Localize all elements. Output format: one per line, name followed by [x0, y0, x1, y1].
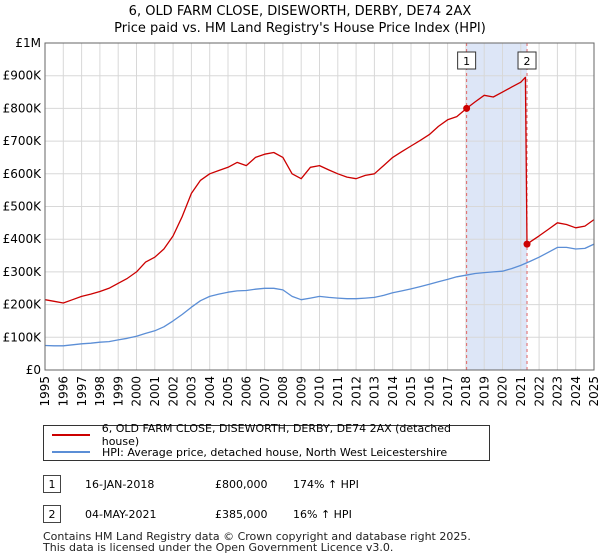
x-tick-label: 2018 [459, 376, 473, 407]
y-tick-label: £1M [15, 36, 41, 50]
sale-point [463, 104, 471, 112]
x-tick-label: 2009 [294, 376, 308, 407]
y-tick-label: £900K [3, 69, 43, 83]
legend-swatch-hpi [52, 451, 90, 453]
footer-line-copyright: Contains HM Land Registry data © Crown c… [43, 530, 471, 543]
x-tick-label: 2002 [166, 376, 180, 407]
x-tick-label: 2023 [551, 376, 565, 407]
x-tick-label: 2000 [130, 376, 144, 407]
legend-label-property: 6, OLD FARM CLOSE, DISEWORTH, DERBY, DE7… [101, 422, 452, 448]
y-axis-ticks: £0 £100K £200K £300K £400K £500K £600K £700K £80… [3, 36, 43, 377]
x-tick-label: 2017 [441, 376, 455, 407]
price-chart: 6, OLD FARM CLOSE, DISEWORTH, DERBY, DE7… [3, 4, 600, 407]
y-tick-label: £0 [26, 363, 41, 377]
y-tick-label: £400K [3, 232, 43, 246]
x-tick-label: 2005 [221, 376, 235, 407]
sale-hpi-change: 16% ↑ HPI [293, 508, 352, 521]
footer: Contains HM Land Registry data © Crown c… [43, 531, 471, 553]
x-tick-label: 2022 [532, 376, 546, 407]
x-tick-label: 2006 [240, 376, 254, 407]
x-tick-label: 2019 [477, 376, 491, 407]
y-tick-label: £700K [3, 134, 43, 148]
series-lines [44, 76, 595, 347]
series-line-property [44, 76, 595, 304]
x-tick-label: 1997 [75, 376, 89, 407]
x-tick-label: 2008 [276, 376, 290, 407]
x-axis-ticks: 1995 1996 1997 1998 1999 2000 2001 2002 2003 2004… [38, 376, 600, 407]
x-tick-label: 2021 [514, 376, 528, 407]
chart-title: 6, OLD FARM CLOSE, DISEWORTH, DERBY, DE7… [129, 4, 472, 19]
plot-frame [44, 42, 595, 371]
x-tick-label: 2007 [258, 376, 272, 407]
x-tick-label: 1996 [57, 376, 71, 407]
sale-marker-label: 2 [524, 55, 531, 68]
y-tick-label: £800K [3, 101, 43, 115]
y-tick-label: £300K [3, 265, 43, 279]
sale-marker-box [517, 51, 537, 70]
sale-hpi-change: 174% ↑ HPI [293, 478, 359, 491]
sale-badge: 1 [43, 475, 61, 493]
y-tick-label: £200K [3, 298, 43, 312]
y-tick-label: £500K [3, 200, 43, 214]
legend-item-property: 6, OLD FARM CLOSE, DISEWORTH, DERBY, DE7… [52, 422, 489, 448]
x-tick-label: 2024 [569, 376, 583, 407]
x-tick-label: 2020 [496, 376, 510, 407]
x-tick-label: 1998 [93, 376, 107, 407]
legend: 6, OLD FARM CLOSE, DISEWORTH, DERBY, DE7… [43, 422, 490, 461]
sale-date: 16-JAN-2018 [85, 478, 155, 491]
x-tick-label: 2016 [423, 376, 437, 407]
sale-price: £800,000 [215, 478, 268, 491]
sale-marker-box [457, 51, 477, 70]
y-tick-label: £100K [3, 330, 43, 344]
sale-point [523, 240, 531, 248]
sale-row: 1 16-JAN-2018 £800,000 174% ↑ HPI [43, 475, 403, 495]
x-tick-label: 2003 [185, 376, 199, 407]
legend-swatch-property [52, 434, 90, 436]
y-tick-label: £600K [3, 167, 43, 181]
x-tick-label: 2010 [313, 376, 327, 407]
legend-label-hpi: HPI: Average price, detached house, Nort… [102, 445, 448, 459]
x-tick-label: 2013 [368, 376, 382, 407]
sale-row: 2 04-MAY-2021 £385,000 16% ↑ HPI [43, 505, 403, 525]
x-tick-label: 1999 [111, 376, 125, 407]
x-tick-label: 2015 [404, 376, 418, 407]
footer-line-licence: This data is licensed under the Open Gov… [43, 541, 394, 554]
x-tick-label: 2001 [148, 376, 162, 407]
x-tick-label: 2011 [331, 376, 345, 407]
sale-marker-label: 1 [463, 55, 470, 68]
x-tick-label: 1995 [38, 376, 52, 407]
chart-subtitle: Price paid vs. HM Land Registry's House … [114, 21, 486, 36]
x-tick-label: 2025 [587, 376, 600, 407]
sale-price: £385,000 [215, 508, 268, 521]
x-tick-label: 2014 [386, 376, 400, 407]
series-line-hpi [44, 243, 595, 347]
sale-date: 04-MAY-2021 [85, 508, 157, 521]
sale-badge: 2 [43, 505, 61, 523]
x-tick-label: 2004 [203, 376, 217, 407]
x-tick-label: 2012 [349, 376, 363, 407]
legend-item-hpi: HPI: Average price, detached house, Nort… [52, 444, 447, 460]
